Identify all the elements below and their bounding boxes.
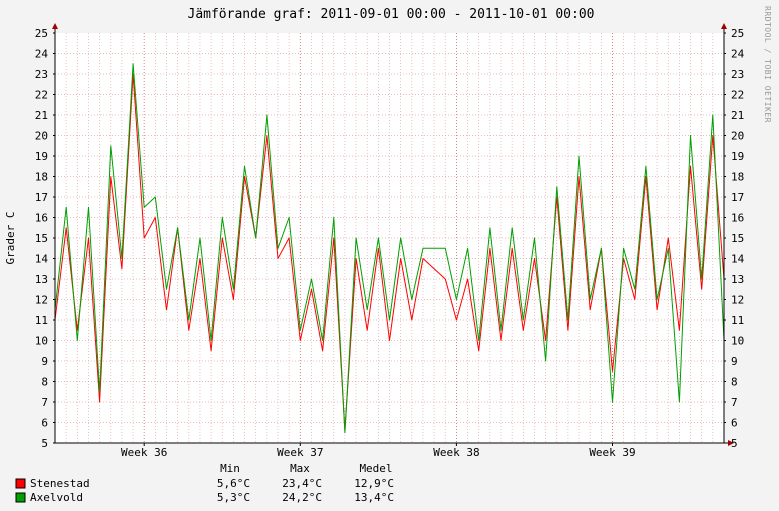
y-tick-label-right: 11 — [731, 314, 744, 327]
y-tick-label-right: 21 — [731, 109, 744, 122]
legend-label-stenestad: Stenestad — [30, 477, 90, 490]
y-tick-label-left: 25 — [35, 27, 48, 40]
y-tick-label-left: 23 — [35, 68, 48, 81]
y-tick-label-right: 18 — [731, 171, 744, 184]
grid — [55, 33, 724, 443]
y-tick-label-right: 25 — [731, 27, 744, 40]
arrow-right-icon — [728, 440, 734, 446]
legend-header-max: Max — [290, 462, 310, 475]
chart-title: Jämförande graf: 2011-09-01 00:00 - 2011… — [188, 7, 595, 22]
y-tick-label-left: 13 — [35, 273, 48, 286]
y-tick-label-right: 19 — [731, 150, 744, 163]
legend: Min Max Medel Stenestad 5,6°C 23,4°C 12,… — [15, 462, 394, 504]
y-tick-label-left: 17 — [35, 191, 48, 204]
y-tick-label-right: 12 — [731, 294, 744, 307]
tick-labels: 5 5 6 6 7 7 8 8 9 9 10 10 11 11 12 12 13 13 14 14 15 15 16 16 17… — [35, 27, 745, 459]
legend-swatch-axelvold — [15, 492, 26, 503]
axes — [52, 23, 734, 446]
series-line-axelvold — [54, 63, 725, 434]
y-tick-label-left: 7 — [41, 396, 48, 409]
legend-header-mean: Medel — [359, 462, 392, 475]
y-tick-label-right: 15 — [731, 232, 744, 245]
y-tick-label-right: 13 — [731, 273, 744, 286]
y-tick-label-left: 15 — [35, 232, 48, 245]
y-tick-label-right: 9 — [731, 355, 738, 368]
y-tick-label-left: 24 — [35, 48, 49, 61]
y-tick-label-right: 20 — [731, 130, 744, 143]
legend-min-stenestad: 5,6°C — [217, 477, 250, 490]
y-tick-label-left: 9 — [41, 355, 48, 368]
y-tick-label-left: 12 — [35, 294, 48, 307]
legend-swatch-stenestad — [15, 478, 26, 489]
legend-mean-stenestad: 12,9°C — [354, 477, 394, 490]
y-tick-label-right: 8 — [731, 376, 738, 389]
y-tick-label-right: 23 — [731, 68, 744, 81]
series-line-stenestad — [54, 73, 725, 432]
x-tick-label: Week 37 — [277, 446, 323, 459]
rrdtool-credit: RRDTOOL / TOBI OETIKER — [763, 6, 772, 123]
legend-mean-axelvold: 13,4°C — [354, 491, 394, 504]
x-tick-label: Week 36 — [121, 446, 167, 459]
y-tick-label-left: 21 — [35, 109, 48, 122]
arrow-up-icon — [721, 23, 727, 29]
y-tick-label-left: 14 — [35, 253, 49, 266]
legend-header-min: Min — [220, 462, 240, 475]
y-tick-label-left: 8 — [41, 376, 48, 389]
legend-label-axelvold: Axelvold — [30, 491, 83, 504]
y-tick-label-right: 5 — [731, 437, 738, 450]
y-tick-label-right: 24 — [731, 48, 745, 61]
y-tick-label-left: 22 — [35, 89, 48, 102]
y-tick-label-right: 6 — [731, 417, 738, 430]
y-tick-label-left: 11 — [35, 314, 48, 327]
y-tick-label-right: 17 — [731, 191, 744, 204]
legend-max-stenestad: 23,4°C — [282, 477, 322, 490]
y-tick-label-left: 6 — [41, 417, 48, 430]
y-tick-label-left: 18 — [35, 171, 48, 184]
y-tick-label-right: 7 — [731, 396, 738, 409]
y-tick-label-left: 5 — [41, 437, 48, 450]
y-tick-label-right: 22 — [731, 89, 744, 102]
y-tick-label-right: 14 — [731, 253, 745, 266]
y-tick-label-left: 20 — [35, 130, 48, 143]
y-tick-label-left: 19 — [35, 150, 48, 163]
y-axis-label: Grader C — [4, 212, 17, 265]
series-layer — [54, 63, 725, 434]
legend-min-axelvold: 5,3°C — [217, 491, 250, 504]
y-tick-label-left: 10 — [35, 335, 48, 348]
x-tick-label: Week 38 — [433, 446, 479, 459]
y-tick-label-right: 16 — [731, 212, 744, 225]
y-tick-label-left: 16 — [35, 212, 48, 225]
x-tick-label: Week 39 — [589, 446, 635, 459]
legend-max-axelvold: 24,2°C — [282, 491, 322, 504]
arrow-up-icon — [52, 23, 58, 29]
y-tick-label-right: 10 — [731, 335, 744, 348]
